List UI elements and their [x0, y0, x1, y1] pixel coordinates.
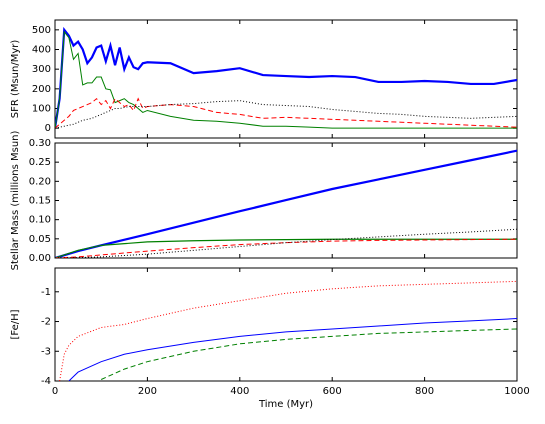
- x-tick-label: 400: [230, 386, 249, 397]
- x-tick-label: 200: [138, 386, 157, 397]
- y-tick-label: 500: [32, 25, 51, 36]
- y-tick-label: 0.10: [29, 215, 51, 226]
- y-axis-label: [Fe/H]: [10, 309, 21, 339]
- y-tick-label: 0.05: [29, 234, 51, 245]
- plot-frame: [54, 267, 518, 382]
- x-tick-label: 1000: [504, 386, 529, 397]
- x-tick-label: 800: [415, 386, 434, 397]
- series-line: [55, 26, 517, 129]
- y-tick-label: 100: [32, 104, 51, 115]
- series-line: [55, 100, 517, 129]
- series-line: [55, 30, 517, 129]
- y-axis-label: SFR (Msun/Myr): [10, 40, 21, 119]
- x-tick-label: 600: [323, 386, 342, 397]
- x-axis-label: Time (Myr): [258, 399, 313, 410]
- series-line: [55, 149, 517, 258]
- y-tick-label: 0.15: [29, 196, 51, 207]
- x-tick-label: 0: [52, 386, 58, 397]
- y-tick-label: 300: [32, 64, 51, 75]
- series-line: [68, 318, 517, 381]
- y-tick-label: 0.25: [29, 157, 51, 168]
- series-line: [55, 228, 517, 258]
- y-tick-label: -1: [41, 287, 51, 298]
- y-tick-label: 400: [32, 45, 51, 56]
- y-tick-label: 0.30: [29, 138, 51, 149]
- y-tick-label: 0.20: [29, 176, 51, 187]
- plot-frame: [54, 19, 518, 139]
- y-tick-label: 200: [32, 84, 51, 95]
- y-tick-label: 0.00: [29, 253, 51, 264]
- series-line: [100, 328, 517, 380]
- y-tick-label: 0: [45, 123, 51, 134]
- series-line: [55, 97, 517, 129]
- y-tick-label: -2: [41, 317, 51, 328]
- y-axis-label: Stellar Mass (millions Msun): [10, 131, 21, 271]
- series-line: [55, 238, 517, 258]
- y-tick-label: -3: [41, 346, 51, 357]
- series-line: [55, 238, 517, 258]
- y-tick-label: -4: [41, 376, 51, 387]
